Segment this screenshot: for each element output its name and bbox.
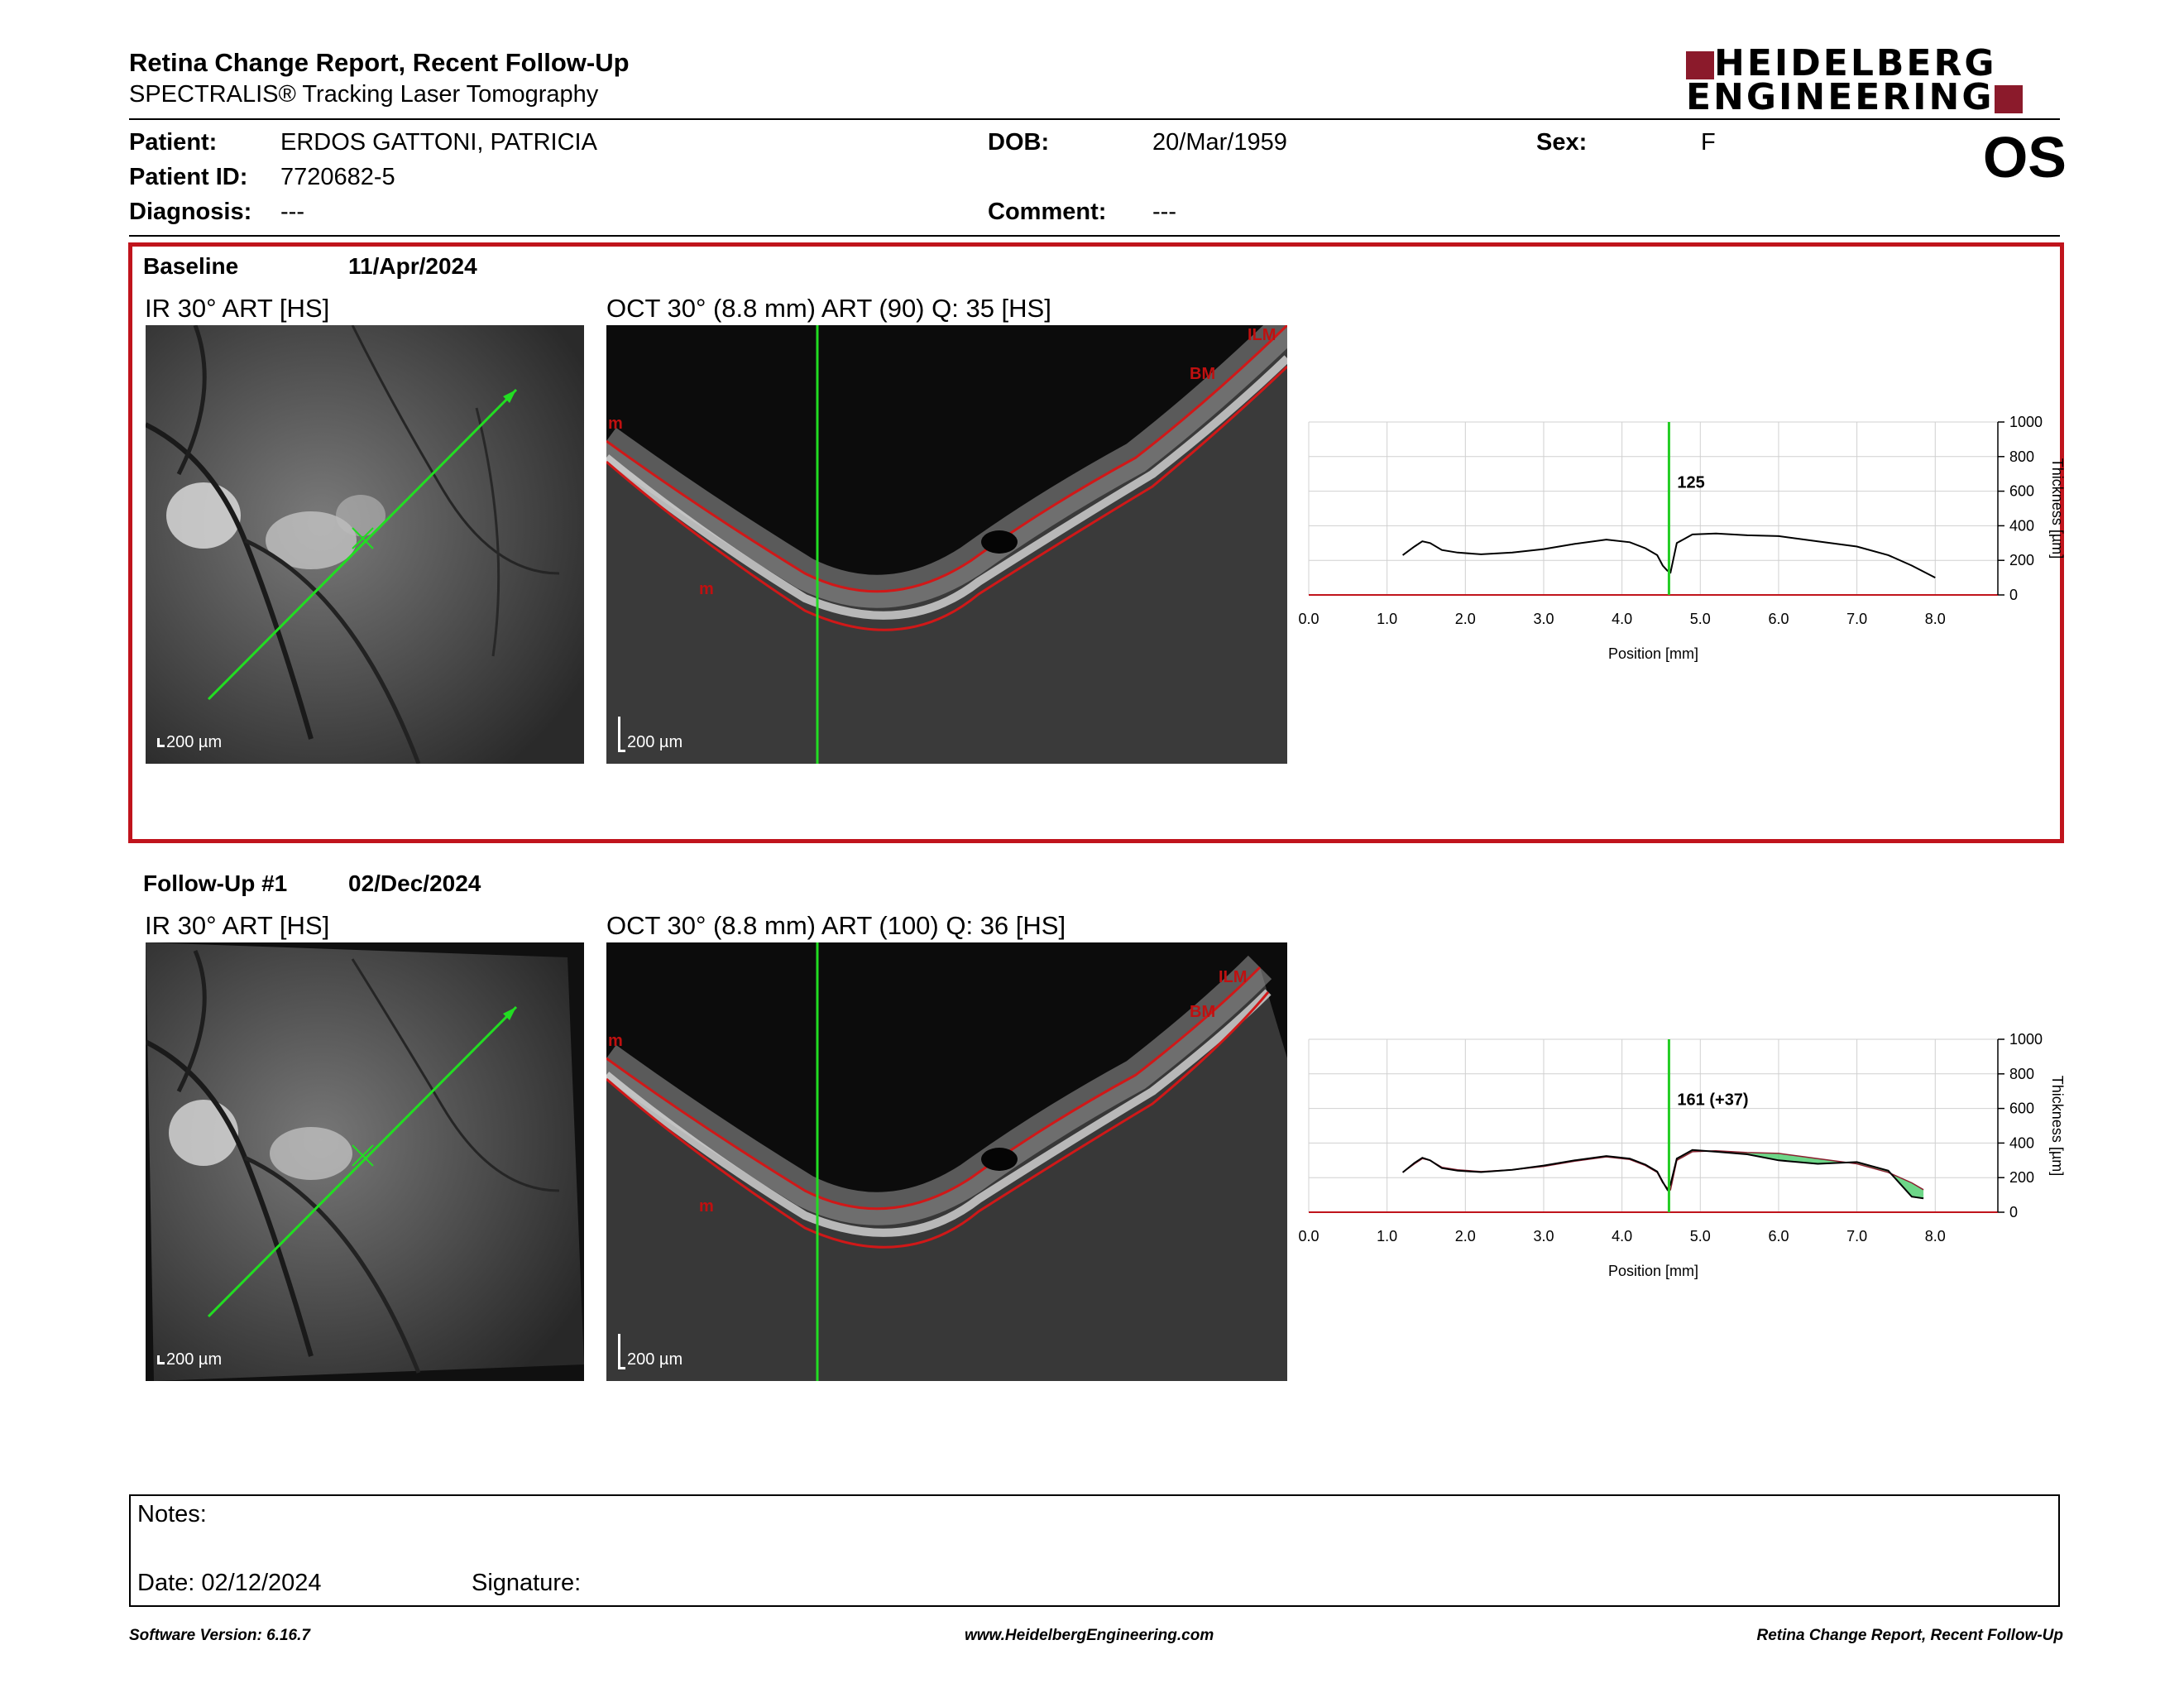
baseline-bm-tag: BM xyxy=(1190,365,1215,383)
followup-oct-caption: OCT 30° (8.8 mm) ART (100) Q: 36 [HS] xyxy=(606,911,1066,940)
followup-ir-caption: IR 30° ART [HS] xyxy=(145,911,330,940)
header-divider xyxy=(129,118,2060,120)
chart-x-tick-label: 0.0 xyxy=(1299,611,1320,627)
chart-y-tick-label: 400 xyxy=(2009,1134,2034,1151)
patient-value: ERDOS GATTONI, PATRICIA xyxy=(280,129,597,156)
dob-label: DOB: xyxy=(988,129,1050,156)
comment-label: Comment: xyxy=(988,199,1107,225)
chart-y-tick-label: 0 xyxy=(2009,1204,2018,1220)
chart-x-tick-label: 1.0 xyxy=(1377,611,1397,627)
followup-ir-fundus-image: 200 µm xyxy=(146,942,584,1381)
baseline-ir-fundus-image: 200 µm xyxy=(146,325,584,764)
baseline-m-tag-left: m xyxy=(608,415,623,433)
followup-oct-scale: 200 µm xyxy=(618,1334,682,1369)
baseline-scan-line xyxy=(207,388,518,701)
chart-y-tick-label: 1000 xyxy=(2009,414,2043,430)
baseline-label: Baseline xyxy=(143,253,239,279)
sex-label: Sex: xyxy=(1536,129,1588,156)
logo-square-icon xyxy=(1994,85,2023,113)
chart-x-tick-label: 4.0 xyxy=(1612,1228,1632,1244)
chart-y-axis-label: Thickness [µm] xyxy=(2049,1076,2066,1176)
followup-scan-line xyxy=(207,1005,518,1318)
report-subtitle: SPECTRALIS® Tracking Laser Tomography xyxy=(129,81,599,108)
patient-label: Patient: xyxy=(129,129,218,156)
chart-y-tick-label: 200 xyxy=(2009,552,2034,568)
baseline-oct-scale: 200 µm xyxy=(618,717,682,752)
followup-m-tag-left: m xyxy=(608,1032,623,1050)
baseline-ir-caption: IR 30° ART [HS] xyxy=(145,294,330,323)
chart-y-tick-label: 0 xyxy=(2009,587,2018,603)
followup-thickness-chart: 0 200 400 600 800 1000 0.0 1.0 2.0 3.0 4.0 5.0 6.0 7.… xyxy=(1299,1031,2066,1279)
chart-x-tick-label: 7.0 xyxy=(1846,1228,1867,1244)
baseline-m-tag-mid: m xyxy=(699,580,714,598)
diagnosis-value: --- xyxy=(280,199,304,225)
chart-x-tick-label: 5.0 xyxy=(1690,1228,1711,1244)
followup-m-tag-mid: m xyxy=(699,1197,714,1216)
chart-change-area xyxy=(1402,1149,1924,1199)
chart-plot-area: 0 200 400 600 800 1000 0.0 1.0 2.0 3.0 4.0 5.0 6.0 7.… xyxy=(1299,414,2066,662)
chart-x-tick-label: 6.0 xyxy=(1768,611,1789,627)
report-title: Retina Change Report, Recent Follow-Up xyxy=(129,48,630,77)
chart-x-tick-label: 2.0 xyxy=(1455,611,1476,627)
chart-series-line xyxy=(1401,1149,1924,1200)
followup-ilm-tag: ILM xyxy=(1219,968,1247,986)
chart-y-tick-label: 600 xyxy=(2009,483,2034,500)
baseline-ir-scale: 200 µm xyxy=(157,733,222,752)
signature-label[interactable]: Signature: xyxy=(472,1570,582,1596)
patient-divider xyxy=(129,235,2060,237)
chart-x-tick-label: 6.0 xyxy=(1768,1228,1789,1244)
notes-date: Date: 02/12/2024 xyxy=(137,1570,322,1596)
followup-ir-scale: 200 µm xyxy=(157,1350,222,1369)
heidelberg-logo: HEIDELBERG ENGINEERING xyxy=(1686,46,2063,116)
comment-value: --- xyxy=(1152,199,1176,225)
baseline-oct-bscan-image: ILM BM m m 200 µm xyxy=(606,325,1287,764)
chart-marker-value-label: 161 (+37) xyxy=(1677,1091,1748,1109)
chart-x-axis-label: Position [mm] xyxy=(1608,1263,1698,1279)
chart-y-tick-label: 800 xyxy=(2009,448,2034,465)
notes-label: Notes: xyxy=(137,1501,207,1527)
followup-date: 02/Dec/2024 xyxy=(348,870,481,896)
chart-y-axis-label: Thickness [µm] xyxy=(2049,458,2066,559)
chart-x-tick-label: 8.0 xyxy=(1925,611,1946,627)
chart-y-tick-label: 800 xyxy=(2009,1066,2034,1082)
chart-x-tick-label: 3.0 xyxy=(1533,1228,1554,1244)
baseline-ilm-tag: ILM xyxy=(1248,326,1276,344)
followup-oct-bscan-image: ILM BM m m 200 µm xyxy=(606,942,1287,1381)
chart-y-tick-label: 200 xyxy=(2009,1169,2034,1186)
baseline-thickness-chart: 0 200 400 600 800 1000 0.0 1.0 2.0 3.0 4.0 5.0 6.0 7.… xyxy=(1299,414,2066,662)
chart-x-tick-label: 4.0 xyxy=(1612,611,1632,627)
chart-x-tick-label: 1.0 xyxy=(1377,1228,1397,1244)
chart-x-tick-label: 3.0 xyxy=(1533,611,1554,627)
sex-value: F xyxy=(1701,129,1716,156)
chart-marker-value-label: 125 xyxy=(1677,473,1704,492)
chart-x-axis-label: Position [mm] xyxy=(1608,645,1698,662)
chart-x-tick-label: 0.0 xyxy=(1299,1228,1320,1244)
logo-line1: HEIDELBERG xyxy=(1714,42,1997,84)
diagnosis-label: Diagnosis: xyxy=(129,199,252,225)
footer-website-link[interactable]: www.HeidelbergEngineering.com xyxy=(965,1627,1214,1644)
baseline-panel xyxy=(128,242,2064,843)
chart-y-tick-label: 1000 xyxy=(2009,1031,2043,1048)
chart-series-line xyxy=(1402,532,1936,578)
footer-software-version: Software Version: 6.16.7 xyxy=(129,1627,310,1644)
eye-indicator: OS xyxy=(1982,125,2067,189)
dob-value: 20/Mar/1959 xyxy=(1152,129,1287,156)
notes-box: Notes: Date: 02/12/2024 Signature: xyxy=(129,1494,2060,1607)
logo-line2: ENGINEERING xyxy=(1686,76,1995,118)
chart-x-tick-label: 5.0 xyxy=(1690,611,1711,627)
footer-report-name: Retina Change Report, Recent Follow-Up xyxy=(1756,1627,2063,1644)
chart-plot-area: 0 200 400 600 800 1000 0.0 1.0 2.0 3.0 4.0 5.0 6.0 7.… xyxy=(1299,1031,2066,1279)
followup-label: Follow-Up #1 xyxy=(143,870,288,896)
logo-square-icon xyxy=(1686,51,1714,79)
chart-x-tick-label: 2.0 xyxy=(1455,1228,1476,1244)
chart-y-tick-label: 600 xyxy=(2009,1101,2034,1117)
chart-x-tick-label: 7.0 xyxy=(1846,611,1867,627)
chart-y-tick-label: 400 xyxy=(2009,517,2034,534)
patient-id-label: Patient ID: xyxy=(129,164,248,190)
chart-x-tick-label: 8.0 xyxy=(1925,1228,1946,1244)
baseline-oct-caption: OCT 30° (8.8 mm) ART (90) Q: 35 [HS] xyxy=(606,294,1051,323)
baseline-date: 11/Apr/2024 xyxy=(348,253,477,279)
followup-bm-tag: BM xyxy=(1190,1003,1215,1021)
patient-id-value: 7720682-5 xyxy=(280,164,395,190)
